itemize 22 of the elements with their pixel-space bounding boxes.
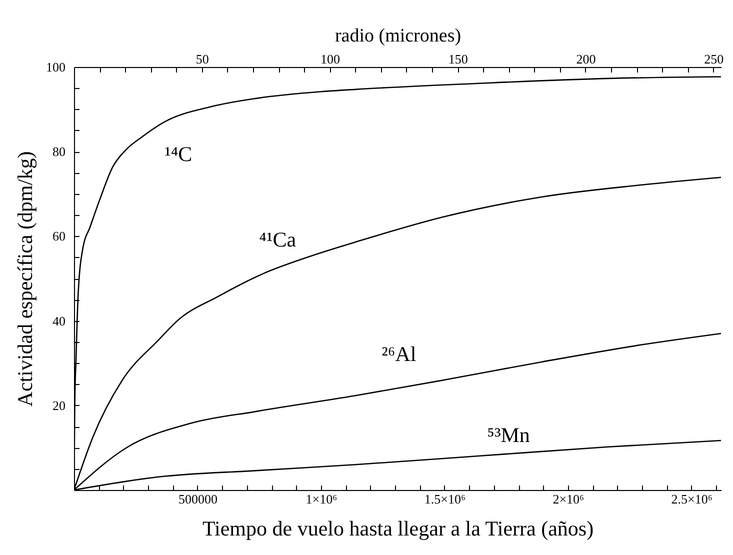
x-tick-label: 500000 <box>178 492 218 506</box>
x-tick-label: 1.5×10⁶ <box>424 492 466 506</box>
x-tick-label: 1×10⁶ <box>306 492 338 506</box>
y-tick-label: 20 <box>52 398 66 413</box>
x2-tick-label: 150 <box>448 52 468 66</box>
y-axis-title: Actividad específica (dpm/kg) <box>13 151 37 407</box>
x-tick-label: 2×10⁶ <box>552 492 584 506</box>
x2-tick-label: 100 <box>320 52 340 66</box>
x2-tick-label: 50 <box>196 52 209 66</box>
x-axis-title: Tiempo de vuelo hasta llegar a la Tierra (años) <box>202 516 594 540</box>
x2-axis-title: radio (micrones) <box>334 26 462 46</box>
y-tick-label: 60 <box>52 228 66 244</box>
x2-tick-label: 250 <box>704 52 724 66</box>
y-tick-label: 40 <box>52 313 66 328</box>
series-label: ²⁶Al <box>382 342 416 366</box>
y-tick-label: 100 <box>46 60 66 74</box>
x-tick-label: 2.5×10⁶ <box>671 492 712 506</box>
series-label: ⁴¹Ca <box>259 227 297 252</box>
y-tick-label: 80 <box>52 144 66 160</box>
series-label: ¹⁴C <box>164 142 192 166</box>
series-label: ⁵³Mn <box>487 423 530 448</box>
x2-tick-label: 200 <box>576 52 596 66</box>
